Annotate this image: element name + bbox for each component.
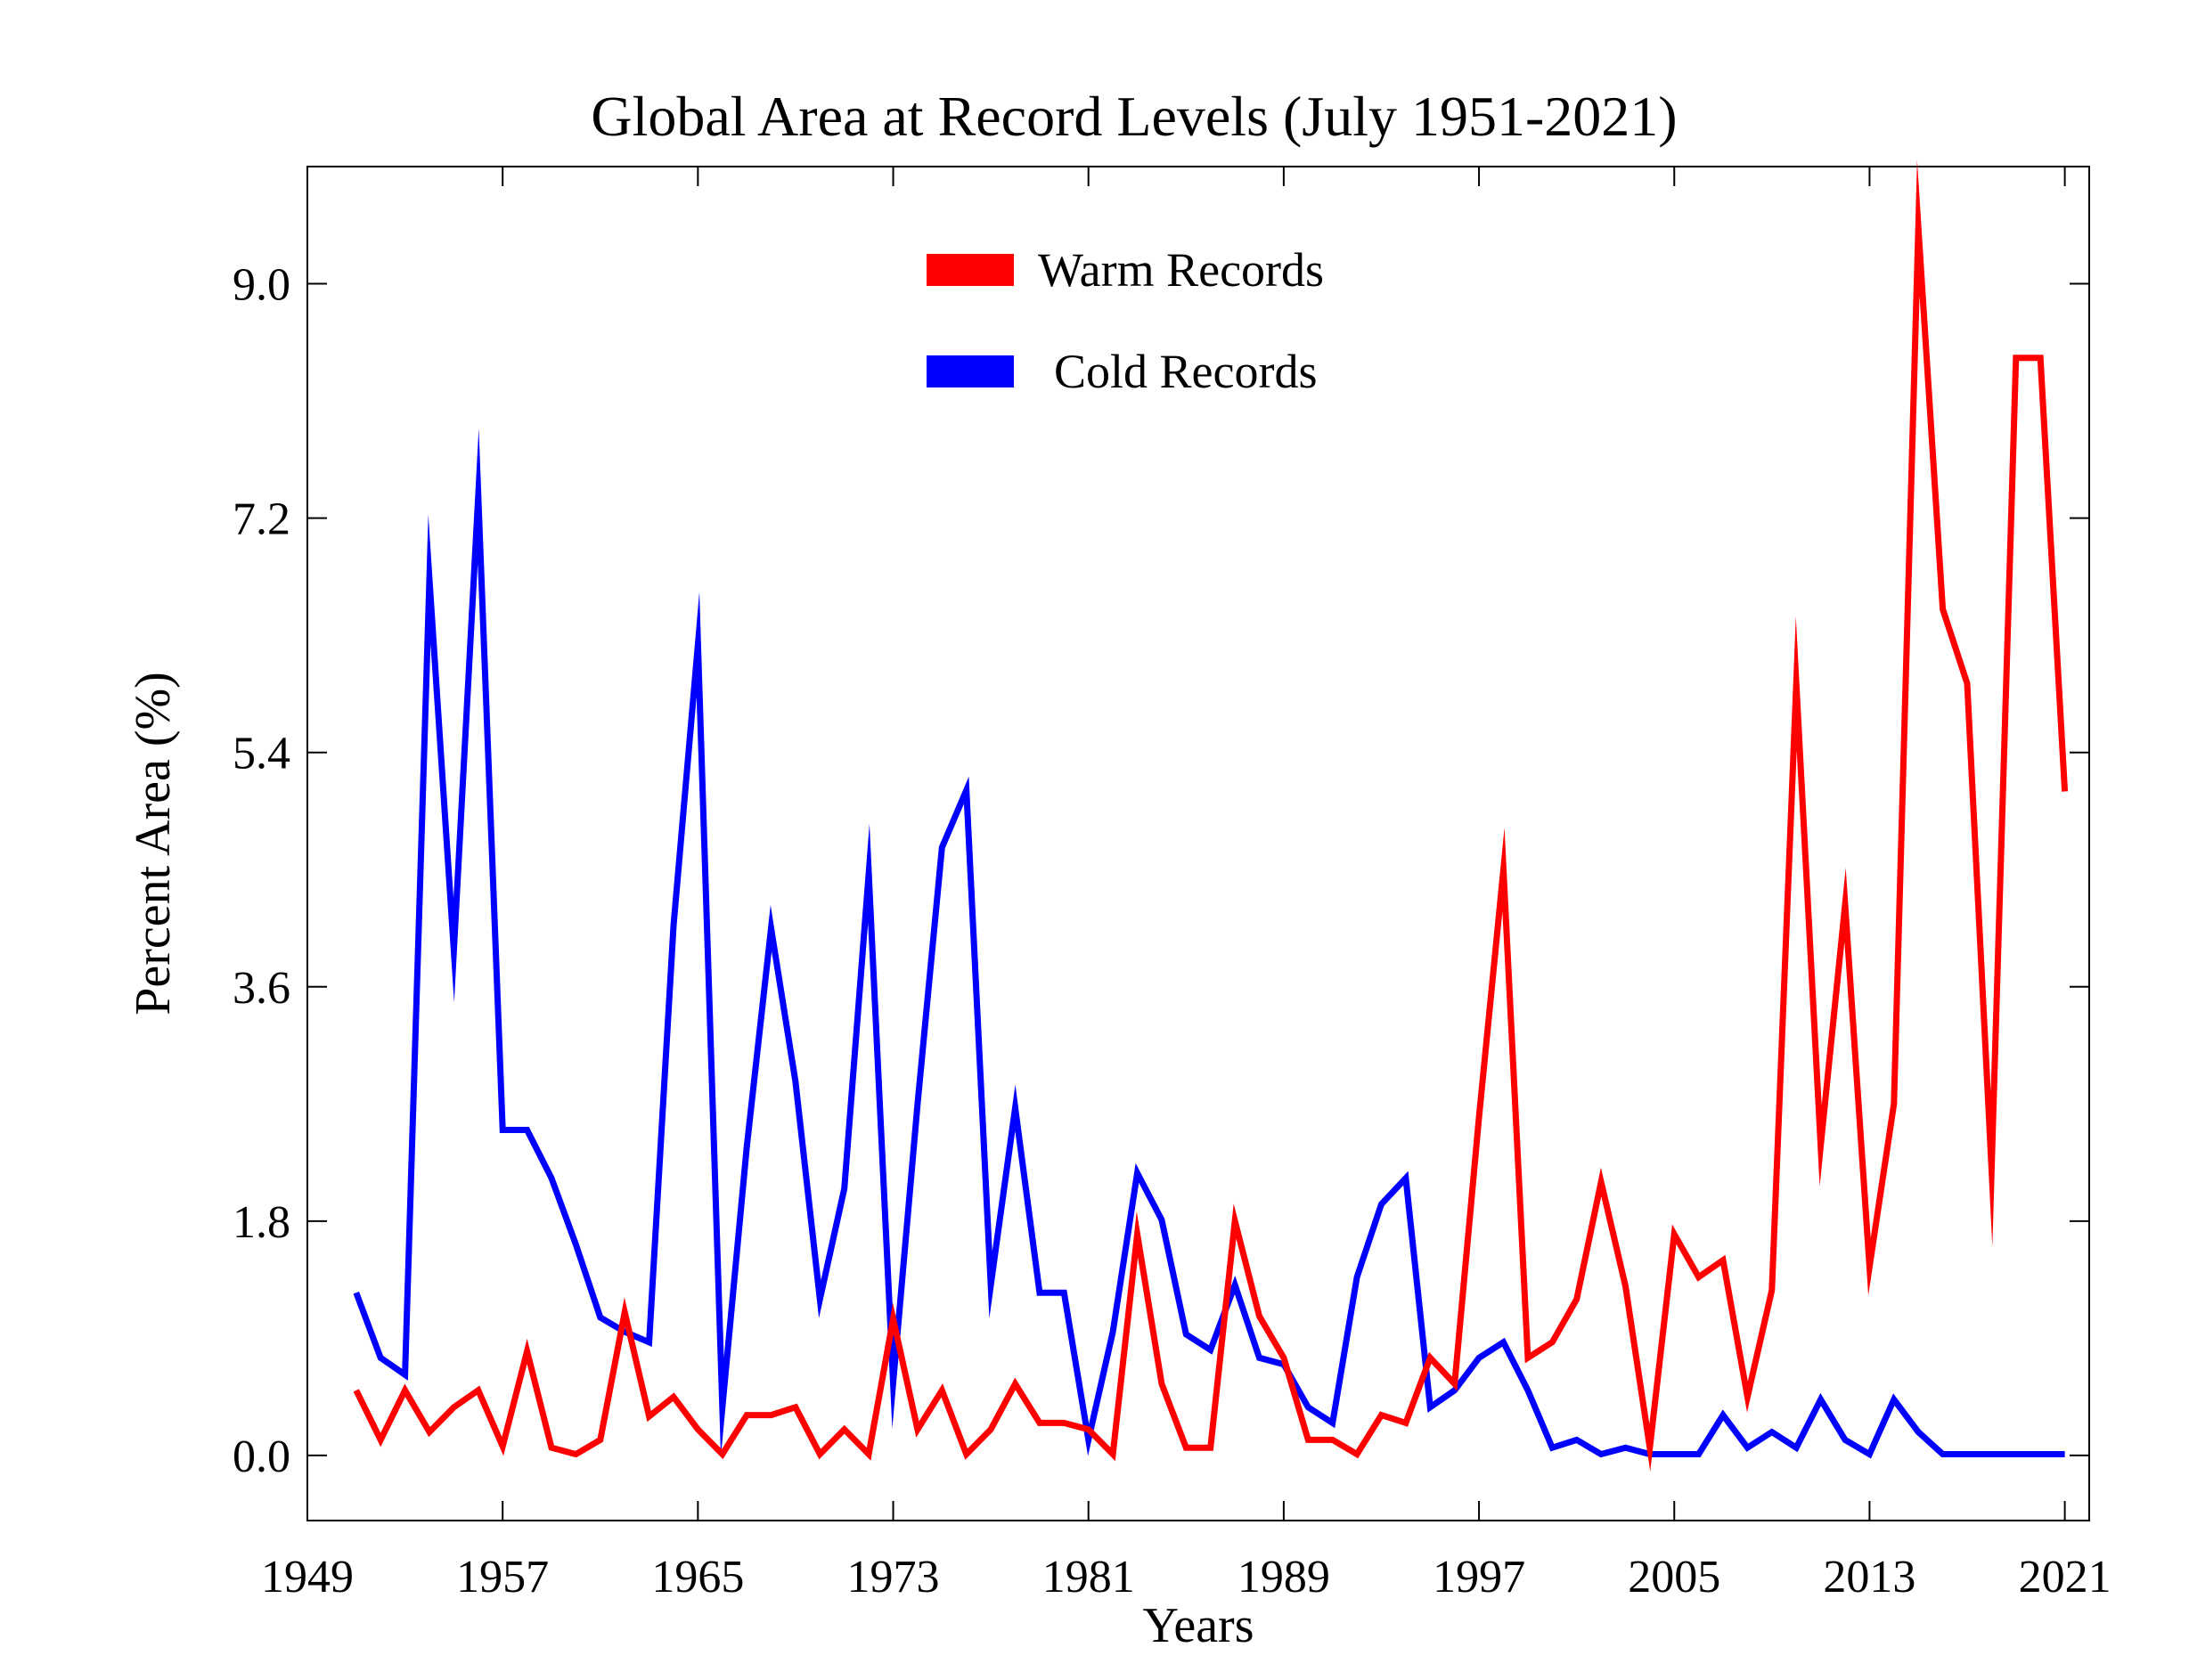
series-line-cold-records	[353, 428, 2065, 1459]
plot-series	[353, 159, 2069, 1472]
x-tick-label: 1965	[651, 1552, 744, 1603]
plot-frame	[306, 166, 2090, 1521]
x-tick-label: 1949	[261, 1552, 354, 1603]
y-axis-label: Percent Area (%)	[126, 672, 181, 1015]
x-tick-label: 2013	[1823, 1552, 1915, 1603]
x-tick-label: 1989	[1237, 1552, 1330, 1603]
y-tick-label: 1.8	[233, 1197, 290, 1248]
x-axis: 1949 1957 1965 1973 1981 1989 1997 2005 2013 2021	[261, 167, 2111, 1603]
x-tick-label: 2005	[1628, 1552, 1720, 1603]
legend-swatch-cold-records	[927, 355, 1014, 387]
chart-title: Global Area at Record Levels (July 1951-…	[591, 85, 1677, 148]
legend-label-cold-records: Cold Records	[1054, 345, 1317, 398]
x-tick-label: 1997	[1433, 1552, 1525, 1603]
y-tick-label: 5.4	[233, 729, 290, 779]
legend-label-warm-records: Warm Records	[1038, 243, 1324, 297]
x-tick-label: 2021	[2019, 1552, 2111, 1603]
y-axis: 0.0 1.8 3.6 5.4 7.2 9.0	[233, 260, 2089, 1482]
x-axis-label: Years	[1143, 1598, 1254, 1653]
x-tick-label: 1973	[847, 1552, 940, 1603]
x-tick-label: 1981	[1042, 1552, 1135, 1603]
y-tick-label: 3.6	[233, 963, 290, 1014]
legend: Warm Records Cold Records	[927, 243, 1324, 398]
legend-swatch-warm-records	[927, 254, 1014, 286]
y-tick-label: 0.0	[233, 1431, 290, 1482]
series-line-warm-records	[353, 159, 2069, 1472]
y-tick-label: 9.0	[233, 260, 290, 311]
y-tick-label: 7.2	[233, 494, 290, 545]
x-tick-label: 1957	[456, 1552, 549, 1603]
